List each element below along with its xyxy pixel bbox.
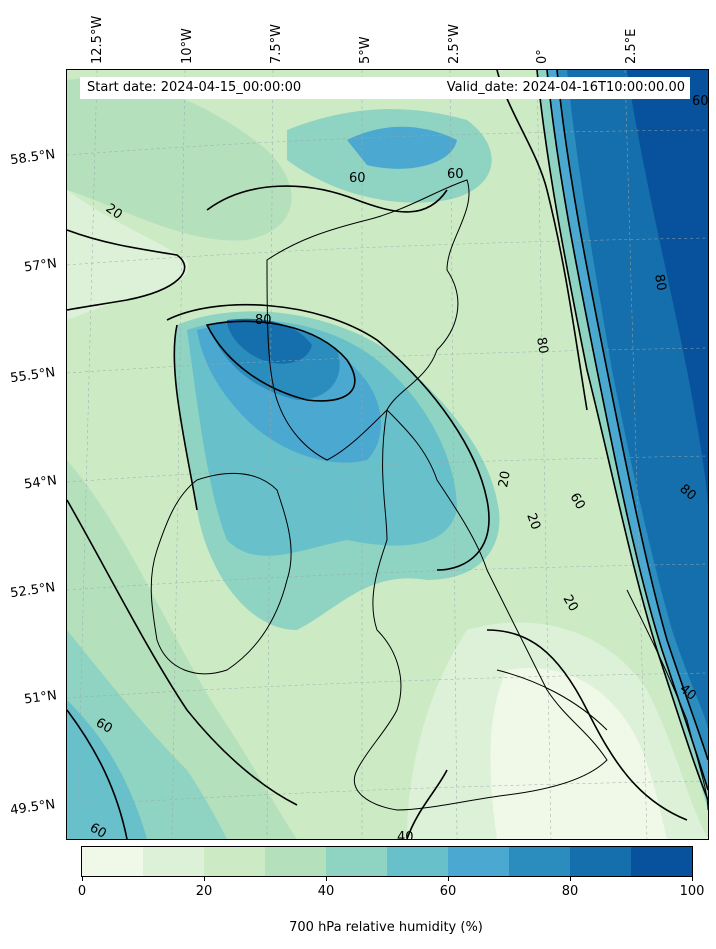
colorbar-cell bbox=[265, 847, 326, 876]
contour-label: 80 bbox=[533, 336, 551, 355]
lon-label-12-5w: 12.5°W bbox=[90, 15, 105, 64]
contour-40-south bbox=[406, 769, 448, 839]
colorbar-tick bbox=[569, 876, 571, 881]
valid-date-text: Valid_date: 2024-04-16T10:00:00.00 bbox=[446, 80, 685, 95]
contour-label: 20 bbox=[560, 593, 581, 615]
contour-lines bbox=[67, 70, 708, 839]
contour-80-east-b bbox=[556, 70, 708, 761]
contour-label: 40 bbox=[397, 830, 414, 839]
graticule bbox=[67, 70, 708, 839]
colorbar-label: 700 hPa relative humidity (%) bbox=[289, 920, 483, 935]
contour-label: 20 bbox=[523, 511, 543, 532]
lon-label-5w: 5°W bbox=[358, 36, 373, 64]
colorbar-tick-label: 100 bbox=[679, 884, 705, 899]
contour-80-central bbox=[205, 320, 356, 402]
coast-minor bbox=[496, 669, 608, 731]
lon-label-2-5w: 2.5°W bbox=[447, 23, 462, 64]
contour-label: 60 bbox=[87, 820, 109, 839]
start-date-text: Start date: 2024-04-15_00:00:00 bbox=[87, 80, 302, 95]
colorbar-cell bbox=[387, 847, 448, 876]
contour-20-nw bbox=[67, 229, 186, 311]
contour-label: 20 bbox=[496, 470, 514, 489]
colorbar bbox=[81, 846, 693, 877]
colorbar-cell bbox=[509, 847, 570, 876]
colorbar-tick bbox=[447, 876, 449, 881]
contour-20-east bbox=[496, 70, 588, 411]
contour-80-east-a bbox=[546, 70, 708, 791]
contour-label: 80 bbox=[255, 313, 272, 328]
contour-label: 60 bbox=[692, 94, 708, 109]
colorbar-cell bbox=[631, 847, 692, 876]
lat-label-52-5n: 52.5°N bbox=[9, 580, 57, 602]
contour-40-west bbox=[173, 324, 198, 511]
lon-label-7-5w: 7.5°W bbox=[269, 23, 284, 64]
date-banner: Start date: 2024-04-15_00:00:00 Valid_da… bbox=[80, 77, 690, 99]
lat-label-49-5n: 49.5°N bbox=[9, 797, 57, 819]
lat-label-55-5n: 55.5°N bbox=[9, 365, 57, 387]
colorbar-cell bbox=[448, 847, 509, 876]
colorbar-cell bbox=[570, 847, 631, 876]
rh-band-se-0-10 bbox=[490, 668, 667, 839]
colorbar-cell bbox=[143, 847, 204, 876]
rh-band-east-100 bbox=[627, 70, 708, 510]
lon-label-0: 0° bbox=[535, 49, 550, 64]
contour-60-north bbox=[206, 185, 448, 213]
lat-label-57n: 57°N bbox=[23, 256, 58, 276]
contour-60-sw bbox=[67, 709, 128, 839]
lat-label-58-5n: 58.5°N bbox=[9, 147, 57, 169]
contour-20-se bbox=[486, 629, 688, 821]
colorbar-tick-label: 80 bbox=[561, 884, 579, 899]
lat-label-54n: 54°N bbox=[23, 473, 58, 493]
contour-60-central bbox=[166, 303, 490, 571]
contour-labels: 20 60 80 80 60 80 40 60 20 60 20 20 80 4… bbox=[87, 94, 708, 839]
lon-label-10w: 10°W bbox=[180, 28, 195, 64]
colorbar-cell bbox=[204, 847, 265, 876]
continental-coast bbox=[626, 589, 708, 811]
lat-label-51n: 51°N bbox=[23, 688, 58, 708]
lon-label-2-5e: 2.5°E bbox=[624, 28, 639, 64]
contour-label: 60 bbox=[349, 171, 366, 186]
rh-band-10-20-nw bbox=[67, 190, 189, 320]
colorbar-tick bbox=[691, 876, 693, 881]
contour-label: 60 bbox=[447, 167, 464, 182]
colorbar-tick-label: 60 bbox=[439, 884, 457, 899]
rh-band-central-90 bbox=[227, 318, 312, 364]
colorbar-cell bbox=[326, 847, 387, 876]
colorbar-tick bbox=[325, 876, 327, 881]
contour-label: 80 bbox=[651, 273, 669, 292]
humidity-map: 20 60 80 80 60 80 40 60 20 60 20 20 80 4… bbox=[67, 70, 708, 839]
contour-60-east bbox=[536, 70, 708, 801]
contour-label: 60 bbox=[567, 491, 588, 513]
england-wales-coast bbox=[354, 408, 608, 811]
colorbar-tick-label: 0 bbox=[77, 884, 87, 899]
ireland-coast bbox=[150, 472, 292, 675]
map-panel: 20 60 80 80 60 80 40 60 20 60 20 20 80 4… bbox=[66, 69, 709, 840]
rh-band-50-60-west bbox=[67, 700, 147, 839]
colorbar-cell bbox=[82, 847, 143, 876]
contour-label: 60 bbox=[93, 715, 115, 736]
colorbar-tick-label: 20 bbox=[195, 884, 213, 899]
colorbar-tick bbox=[81, 876, 83, 881]
colorbar-tick-label: 40 bbox=[317, 884, 335, 899]
rh-band-north-moist bbox=[67, 78, 292, 241]
colorbar-tick bbox=[203, 876, 205, 881]
contour-40-sw bbox=[67, 499, 298, 806]
